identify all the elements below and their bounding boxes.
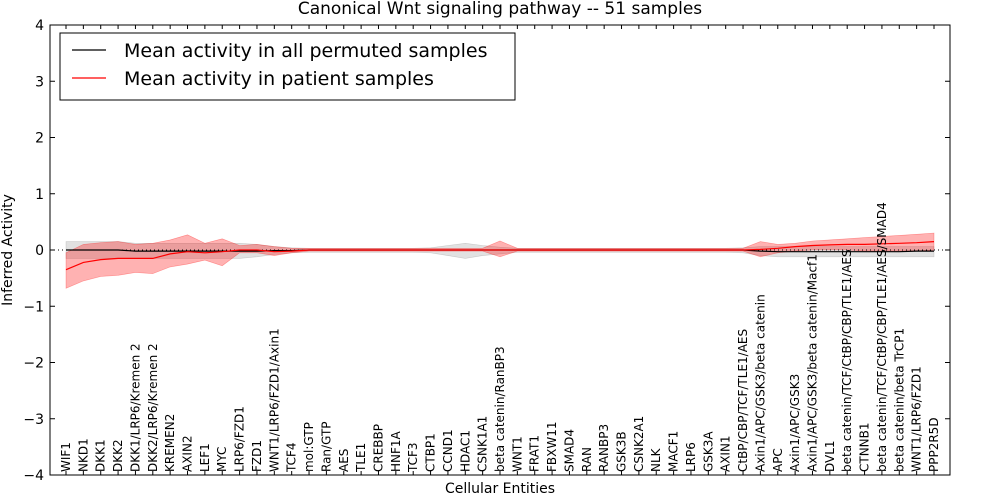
y-tick-label: 2 xyxy=(35,131,44,147)
y-tick-label: −3 xyxy=(23,412,44,428)
category-label: CSNK2A1 xyxy=(632,416,646,472)
category-label: FRAT1 xyxy=(528,435,542,472)
category-label: DKK1 xyxy=(94,439,108,472)
category-label: TCF3 xyxy=(406,442,420,473)
band-patient xyxy=(65,232,935,289)
category-label: DKK2 xyxy=(111,439,125,472)
x-axis-label: Cellular Entities xyxy=(445,481,555,497)
category-label: NLK xyxy=(649,447,663,472)
category-label: CCND1 xyxy=(441,429,455,472)
category-label: CREBBP xyxy=(371,424,385,472)
category-label: RAN xyxy=(580,447,594,472)
legend-label-permuted: Mean activity in all permuted samples xyxy=(124,40,487,62)
category-label: WNT1 xyxy=(510,436,524,472)
category-label: AXIN2 xyxy=(181,435,195,472)
category-label: LEF1 xyxy=(198,443,212,472)
category-label: APC xyxy=(771,448,785,472)
category-label: DVL1 xyxy=(823,440,837,472)
category-label: beta catenin/TCF/CtBP/CBP/TLE1/AES xyxy=(840,249,854,472)
category-label: GSK3A xyxy=(701,431,715,472)
chart-title: Canonical Wnt signaling pathway -- 51 sa… xyxy=(298,0,702,19)
y-tick-label: 3 xyxy=(35,74,44,90)
category-label: SMAD4 xyxy=(562,429,576,472)
category-label: Axin1/APC/GSK3 xyxy=(788,374,802,472)
category-label: CTNNB1 xyxy=(858,422,872,472)
category-label: NKD1 xyxy=(76,438,90,472)
x-ticks xyxy=(65,25,935,475)
y-tick-label: −1 xyxy=(23,299,44,315)
y-tick-label: −4 xyxy=(23,468,44,484)
category-labels: WIF1 NKD1 DKK1 DKK2 DKK1/LRP6/Kremen 2 DKK2/L… xyxy=(59,202,941,473)
category-label: DKK1/LRP6/Kremen 2 xyxy=(128,343,142,472)
category-label: CTBP1 xyxy=(424,433,438,472)
y-ticks: −4 −3 −2 −1 0 1 2 3 4 xyxy=(23,18,950,484)
bands-layer xyxy=(65,232,935,289)
category-label: TLE1 xyxy=(354,443,368,473)
y-tick-label: 4 xyxy=(35,18,44,34)
category-label: HDAC1 xyxy=(458,430,472,472)
category-label: beta catenin/beta TrCP1 xyxy=(892,328,906,472)
category-label: FZD1 xyxy=(250,440,264,472)
category-label: mol:GTP xyxy=(302,422,316,472)
y-tick-label: −2 xyxy=(23,356,44,372)
series-line-patient xyxy=(65,241,935,271)
legend-box xyxy=(59,32,516,101)
category-label: beta catenin/RanBP3 xyxy=(493,346,507,472)
y-axis-label: Inferred Activity xyxy=(0,194,16,306)
series-lines-layer xyxy=(65,241,935,271)
category-label: GSK3B xyxy=(615,431,629,472)
y-tick-label: 0 xyxy=(35,243,44,259)
category-label: KREMEN2 xyxy=(163,414,177,472)
category-label: LRP6/FZD1 xyxy=(233,406,247,472)
category-label: FBXW11 xyxy=(545,422,559,473)
category-label: CtBP/CBP/TCF/TLE1/AES xyxy=(736,329,750,472)
category-label: WIF1 xyxy=(59,442,73,472)
category-label: Ran/GTP xyxy=(319,421,333,472)
category-label: Axin1/APC/GSK3/beta catenin/Macf1 xyxy=(805,254,819,472)
category-label: RANBP3 xyxy=(597,424,611,472)
category-label: MYC xyxy=(215,447,229,472)
legend-label-patient: Mean activity in patient samples xyxy=(124,68,434,90)
category-label: LRP6 xyxy=(684,442,698,472)
category-label: WNT1/LRP6/FZD1/Axin1 xyxy=(267,328,281,472)
category-label: beta catenin/TCF/CtBP/CBP/TLE1/AES/SMAD4 xyxy=(875,202,889,472)
category-label: AXIN1 xyxy=(719,435,733,472)
category-label: PPP2R5D xyxy=(927,417,941,472)
y-tick-label: 1 xyxy=(35,187,44,203)
category-label: HNF1A xyxy=(389,430,403,472)
category-label: MACF1 xyxy=(667,431,681,472)
category-label: CSNK1A1 xyxy=(476,416,490,472)
legend: Mean activity in all permuted samples Me… xyxy=(59,32,516,101)
category-label: WNT1/LRP6/FZD1 xyxy=(910,366,924,472)
category-label: AES xyxy=(337,449,351,472)
category-label: DKK2/LRP6/Kremen 2 xyxy=(146,343,160,472)
category-label: Axin1/APC/GSK3/beta catenin xyxy=(753,294,767,472)
category-label: TCF4 xyxy=(285,442,299,473)
